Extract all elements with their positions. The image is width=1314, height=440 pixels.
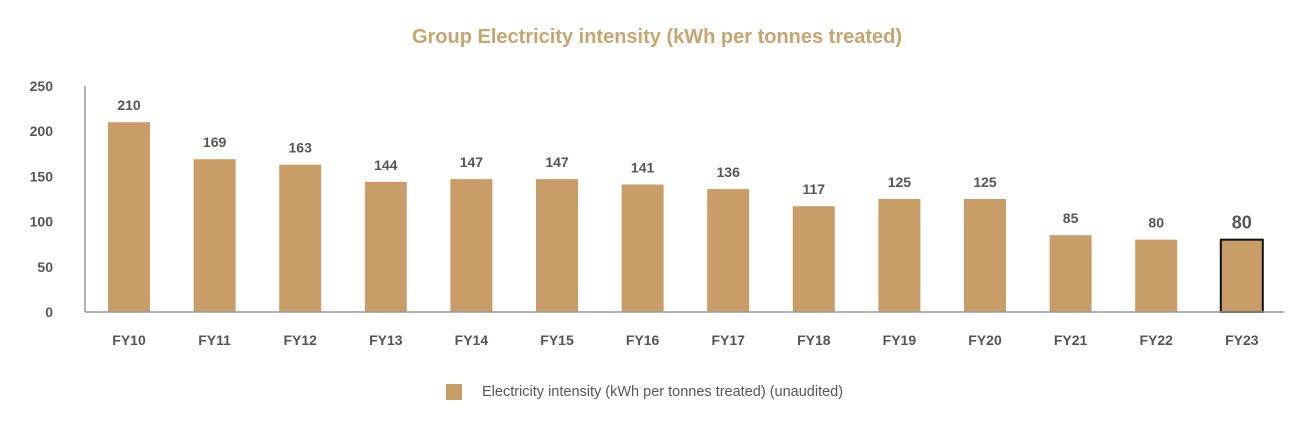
- bars: 210 169 163 144 147 147 141 136 117 125 125 85 80 80: [108, 97, 1264, 313]
- x-tick-label: FY21: [1054, 332, 1088, 348]
- bar: [279, 164, 322, 312]
- data-label: 136: [717, 164, 741, 180]
- y-axis: 0 50 100 150 200 250: [30, 78, 54, 320]
- y-tick-label: 50: [37, 259, 53, 275]
- x-tick-label: FY11: [198, 332, 231, 348]
- x-tick-label: FY20: [968, 332, 1002, 348]
- bar: [1049, 235, 1092, 312]
- x-tick-label: FY10: [112, 332, 146, 348]
- data-label: 210: [117, 97, 141, 113]
- bar: [364, 181, 407, 312]
- bar: [878, 199, 921, 312]
- bar: [193, 159, 236, 312]
- data-label: 85: [1063, 210, 1079, 226]
- x-tick-label: FY23: [1225, 332, 1259, 348]
- y-tick-label: 250: [30, 78, 54, 94]
- y-tick-label: 200: [30, 123, 54, 139]
- y-tick-label: 0: [45, 304, 53, 320]
- bar: [707, 189, 750, 312]
- legend: Electricity intensity (kWh per tonnes tr…: [446, 382, 843, 402]
- x-axis: FY10 FY11 FY12 FY13 FY14 FY15 FY16 FY17 FY18 FY19…: [112, 332, 1258, 348]
- data-label: 117: [803, 181, 826, 197]
- bar: [792, 206, 835, 312]
- x-tick-label: FY19: [883, 332, 917, 348]
- x-tick-label: FY16: [626, 332, 660, 348]
- chart-title: Group Electricity intensity (kWh per ton…: [411, 26, 903, 48]
- data-label: 144: [374, 157, 398, 173]
- data-label: 125: [973, 174, 997, 190]
- data-label: 147: [460, 154, 484, 170]
- bar: [621, 184, 664, 312]
- x-tick-label: FY14: [455, 332, 489, 348]
- y-tick-label: 150: [30, 168, 54, 184]
- x-tick-label: FY18: [797, 332, 831, 348]
- x-tick-label: FY13: [369, 332, 403, 348]
- data-label: 141: [631, 160, 655, 176]
- y-tick-label: 100: [30, 214, 54, 230]
- data-label: 163: [289, 140, 313, 156]
- x-tick-label: FY22: [1139, 332, 1173, 348]
- legend-swatch: [446, 384, 462, 400]
- legend-label: Electricity intensity (kWh per tonnes tr…: [482, 384, 844, 400]
- x-tick-label: FY12: [283, 332, 317, 348]
- bar: [964, 199, 1006, 312]
- x-tick-label: FY17: [711, 332, 745, 348]
- bar: [536, 179, 578, 312]
- data-label: 169: [203, 134, 227, 150]
- x-tick-label: FY15: [540, 332, 574, 348]
- data-label: 125: [888, 174, 912, 190]
- bar: [1219, 238, 1264, 313]
- bar: [1135, 239, 1178, 312]
- bar: [450, 179, 493, 312]
- bar: [108, 122, 150, 312]
- data-label: 147: [545, 154, 569, 170]
- data-label: 80: [1148, 215, 1164, 231]
- data-label: 80: [1232, 213, 1252, 233]
